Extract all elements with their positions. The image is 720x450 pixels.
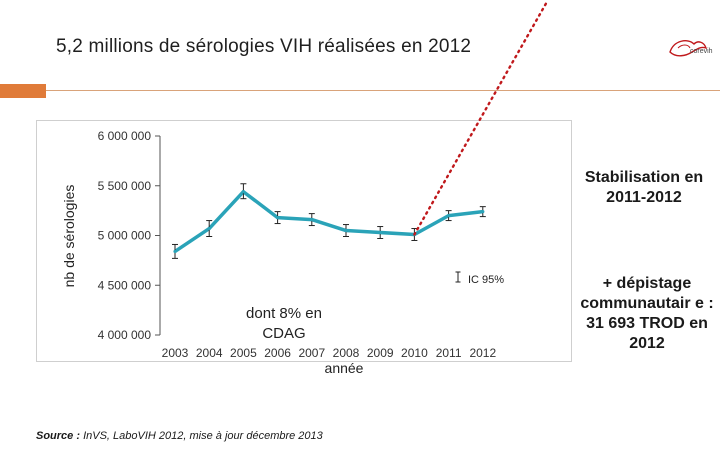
y-tick-label: 6 000 000 [98, 129, 152, 143]
data-point [378, 230, 382, 235]
data-point [207, 226, 211, 231]
corevih-logo-icon [669, 40, 708, 57]
y-tick-label: 4 000 000 [98, 328, 152, 342]
source-text: InVS, LaboVIH 2012, mise à jour décembre… [83, 430, 323, 442]
series-line [174, 189, 484, 253]
annotation-cdag: dont 8% en CDAG [246, 305, 322, 342]
x-tick-label: 2007 [298, 346, 325, 360]
data-point [344, 228, 348, 233]
slide-title: 5,2 millions de sérologies VIH réalisées… [56, 36, 472, 57]
data-point [173, 249, 177, 254]
x-tick-label: 2012 [469, 346, 496, 360]
data-point [241, 190, 245, 194]
data-point [447, 214, 451, 218]
x-tick-label: 2003 [162, 346, 189, 360]
y-tick-label: 5 000 000 [98, 229, 152, 243]
x-tick-label: 2008 [333, 346, 360, 360]
x-tick-label: 2004 [196, 346, 223, 360]
data-point [481, 210, 485, 214]
y-tick-label: 5 500 000 [98, 179, 152, 193]
x-tick-label: 2005 [230, 346, 257, 360]
data-point [310, 217, 314, 222]
trend-dotted-line [413, 0, 550, 236]
x-tick-label: 2006 [264, 346, 291, 360]
x-tick-label: 2011 [436, 346, 462, 360]
data-point [276, 215, 280, 220]
x-tick-label: 2009 [367, 346, 394, 360]
accent-block [0, 84, 46, 98]
chart-frame [36, 120, 572, 362]
accent-line [46, 90, 720, 91]
logo-text: corevih [690, 48, 713, 55]
x-axis-title: année [325, 360, 364, 376]
source-label: Source : [36, 430, 81, 442]
legend-label: IC 95% [468, 274, 504, 286]
y-tick-label: 4 500 000 [98, 278, 152, 292]
depistage-note: + dépistage communautair e : 31 693 TROD… [580, 275, 714, 352]
y-axis-title: nb de sérologies [61, 185, 77, 288]
stabilisation-note: Stabilisation en 2011-2012 [584, 169, 704, 206]
source-note: Source : InVS, LaboVIH 2012, mise à jour… [36, 430, 323, 442]
x-tick-label: 2010 [401, 346, 428, 360]
